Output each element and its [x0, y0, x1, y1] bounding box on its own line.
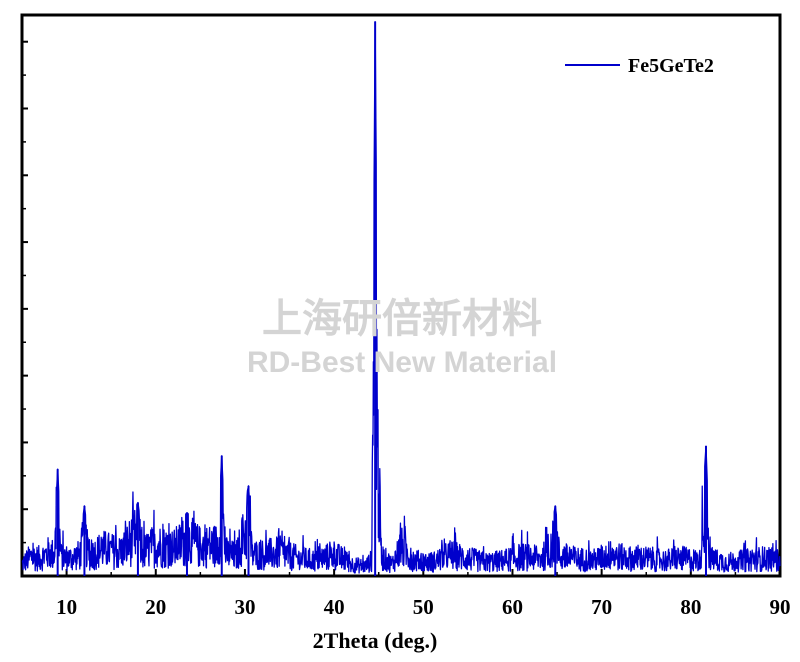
series-line-Fe5GeTe2 [21, 21, 781, 574]
series-group [21, 21, 781, 576]
x-tick-label: 50 [413, 595, 434, 619]
x-tick-label: 10 [56, 595, 77, 619]
x-axis-tick-labels: 10 20 30 40 50 60 70 80 90 [56, 595, 790, 619]
x-axis-title: 2Theta (deg.) [313, 628, 438, 653]
watermark-cn: 上海研倍新材料 [262, 296, 542, 342]
x-tick-label: 30 [234, 595, 255, 619]
x-tick-label: 20 [145, 595, 166, 619]
legend-label: Fe5GeTe2 [628, 55, 714, 77]
x-tick-label: 60 [502, 595, 523, 619]
x-tick-label: 70 [591, 595, 612, 619]
x-tick-label: 40 [324, 595, 345, 619]
plot-frame [20, 13, 782, 578]
x-tick-label: 90 [770, 595, 791, 619]
watermark-en: RD-Best New Material [247, 346, 557, 379]
x-tick-label: 80 [680, 595, 701, 619]
y-axis-ticks [22, 40, 28, 577]
watermark: 上海研倍新材料 RD-Best New Material [247, 296, 557, 379]
legend: Fe5GeTe2 [565, 55, 714, 77]
